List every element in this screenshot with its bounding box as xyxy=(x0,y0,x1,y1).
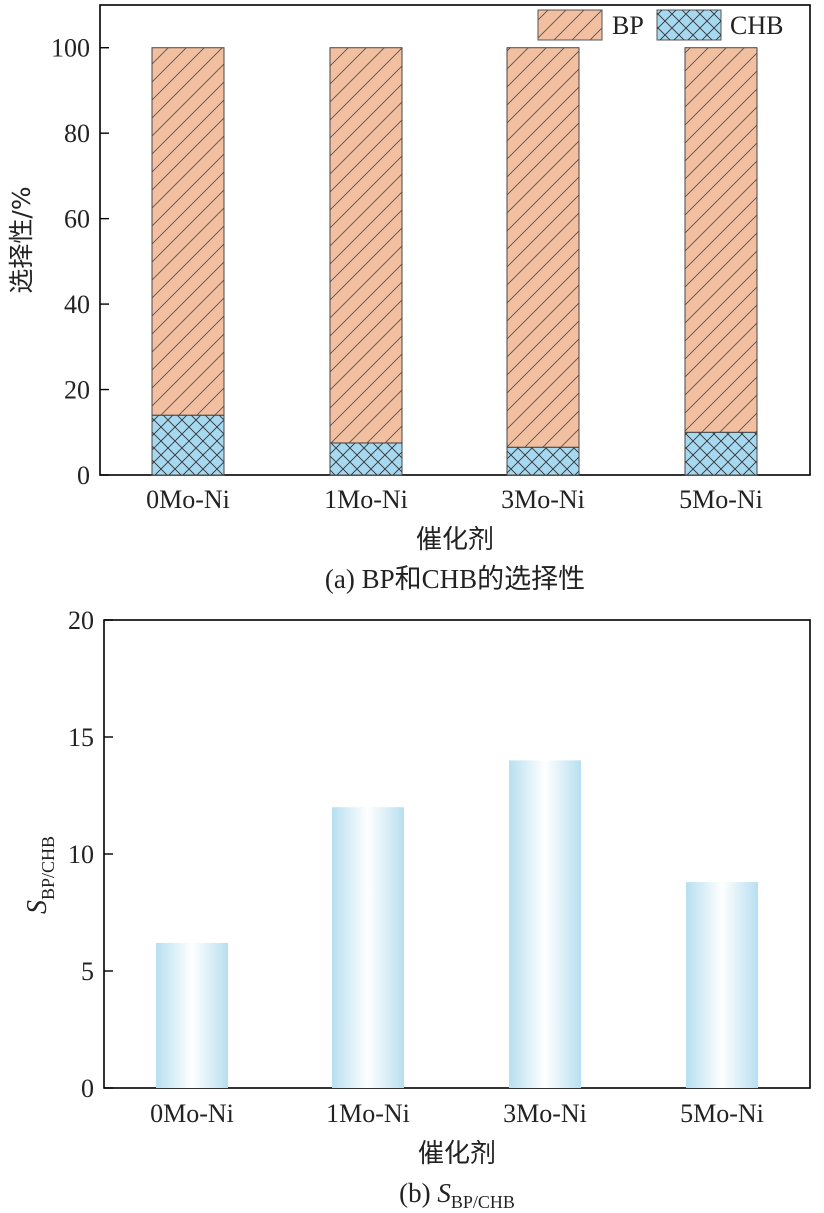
chart-b-caption-main: S xyxy=(437,1178,451,1208)
chart-a-bars xyxy=(151,47,758,476)
chart-a-xlabel: 催化剂 xyxy=(416,525,494,555)
legend-label-chb: CHB xyxy=(730,11,783,40)
chart-a: 0 20 40 60 80 100 0Mo-Ni 1Mo-Ni 3Mo-Ni 5Mo-Ni BP… xyxy=(7,4,811,594)
chart-b-ytick-label: 20 xyxy=(68,606,94,635)
legend-swatch-chb-pattern xyxy=(657,10,721,40)
chart-a-y-axis: 0 20 40 60 80 100 xyxy=(51,34,109,490)
chart-b-xtick-label: 3Mo-Ni xyxy=(503,1099,587,1128)
chart-b-ylabel-sub: BP/CHB xyxy=(38,836,58,900)
chart-a-ytick-label: 40 xyxy=(64,290,90,319)
chart-a-xtick-label: 3Mo-Ni xyxy=(501,485,585,514)
chart-a-ytick-label: 60 xyxy=(64,205,90,234)
chart-a-bar-chb-pattern xyxy=(329,442,403,476)
chart-b-x-axis: 0Mo-Ni 1Mo-Ni 3Mo-Ni 5Mo-Ni xyxy=(150,1099,764,1128)
chart-a-bar-bp-pattern xyxy=(151,47,225,416)
chart-b-bar xyxy=(156,942,228,1088)
chart-b-ylabel-main: S xyxy=(22,900,53,914)
chart-b-xtick-label: 5Mo-Ni xyxy=(680,1099,764,1128)
chart-b-ytick-label: 10 xyxy=(68,840,94,869)
chart-b-bar xyxy=(686,882,758,1088)
chart-a-xtick-label: 1Mo-Ni xyxy=(324,485,408,514)
chart-b-ylabel: SBP/CHB xyxy=(22,836,58,914)
chart-b-ytick-label: 5 xyxy=(81,957,94,986)
chart-b-bar xyxy=(332,807,404,1088)
legend-swatch-bp-pattern xyxy=(538,10,602,40)
chart-a-xtick-label: 0Mo-Ni xyxy=(146,485,230,514)
chart-a-frame xyxy=(99,4,811,476)
chart-a-ylabel: 选择性/% xyxy=(7,186,36,293)
chart-a-ytick-label: 100 xyxy=(51,34,90,63)
chart-a-bar-chb-pattern xyxy=(506,446,580,476)
chart-b-ytick-label: 0 xyxy=(81,1074,94,1103)
chart-b-caption-prefix: (b) xyxy=(399,1178,437,1208)
chart-a-bar-chb-pattern xyxy=(684,431,758,476)
chart-a-ytick-label: 20 xyxy=(64,376,90,405)
chart-b-bars xyxy=(156,760,758,1088)
chart-a-ytick-label: 80 xyxy=(64,119,90,148)
chart-b-xtick-label: 1Mo-Ni xyxy=(326,1099,410,1128)
chart-a-xtick-label: 5Mo-Ni xyxy=(679,485,763,514)
chart-a-caption: (a) BP和CHB的选择性 xyxy=(325,564,585,594)
chart-b-xtick-label: 0Mo-Ni xyxy=(150,1099,234,1128)
chart-b-xlabel: 催化剂 xyxy=(418,1139,496,1169)
chart-a-legend: BP CHB xyxy=(537,9,783,41)
chart-b-y-axis: 0 5 10 15 20 xyxy=(68,606,113,1103)
chart-a-bar-chb-pattern xyxy=(151,414,225,476)
legend-label-bp: BP xyxy=(612,11,644,40)
chart-a-ytick-label: 0 xyxy=(77,461,90,490)
chart-a-bar-bp-pattern xyxy=(506,47,580,448)
chart-a-x-axis: 0Mo-Ni 1Mo-Ni 3Mo-Ni 5Mo-Ni xyxy=(146,485,763,514)
chart-b-ytick-label: 15 xyxy=(68,723,94,752)
chart-a-bar-bp-pattern xyxy=(684,47,758,433)
chart-b-caption: (b) SBP/CHB xyxy=(399,1178,515,1212)
chart-b-caption-sub: BP/CHB xyxy=(451,1192,515,1212)
chart-a-bar-bp-pattern xyxy=(329,47,403,444)
chart-b-bar xyxy=(509,760,581,1088)
